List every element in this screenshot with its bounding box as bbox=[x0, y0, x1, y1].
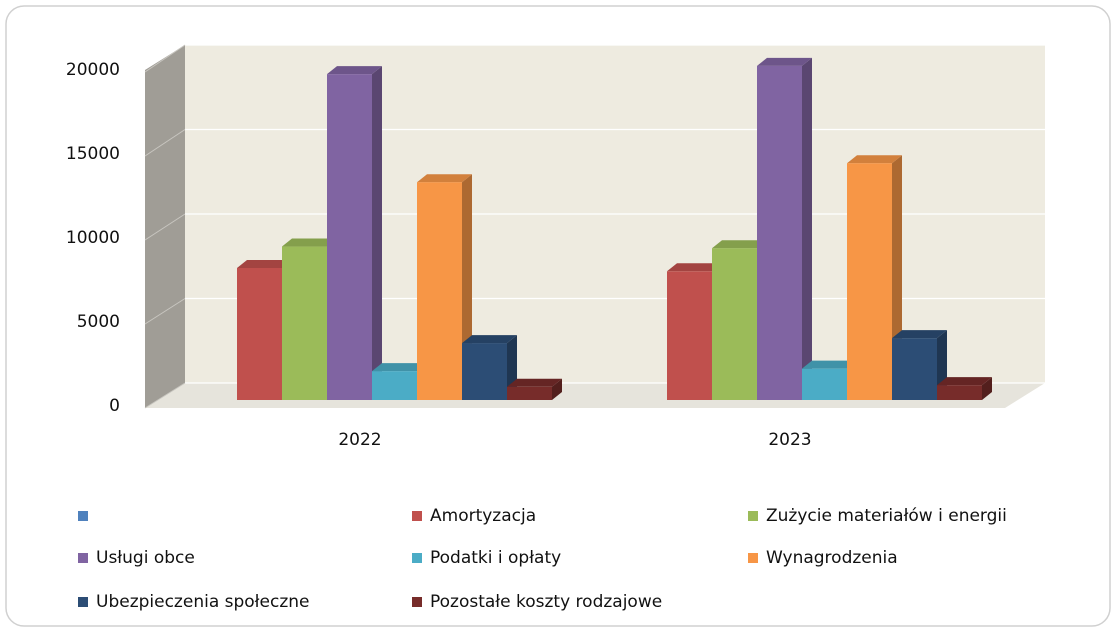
bar bbox=[802, 368, 847, 400]
bar-top bbox=[667, 263, 722, 272]
y-tick-label: 0 bbox=[109, 396, 120, 416]
legend-swatch bbox=[412, 597, 422, 607]
bar-side bbox=[552, 378, 562, 400]
bar bbox=[237, 268, 282, 400]
legend-label: Pozostałe koszty rodzajowe bbox=[430, 592, 662, 612]
bar-top bbox=[802, 360, 857, 369]
bar-side bbox=[982, 377, 992, 400]
bar bbox=[847, 163, 892, 400]
bar bbox=[757, 65, 802, 400]
bar-side bbox=[372, 66, 382, 400]
legend-label: Zużycie materiałów i energii bbox=[766, 506, 1007, 526]
bar bbox=[327, 74, 372, 400]
legend-swatch bbox=[412, 511, 422, 521]
grid-line-side bbox=[144, 382, 186, 409]
bar-top bbox=[507, 378, 562, 387]
bar-top bbox=[757, 57, 812, 66]
bar bbox=[462, 343, 507, 400]
legend-swatch bbox=[78, 597, 88, 607]
legend-label: Amortyzacja bbox=[430, 506, 536, 526]
legend-label: Wynagrodzenia bbox=[766, 548, 898, 568]
bar bbox=[507, 386, 552, 400]
y-tick-label: 10000 bbox=[66, 228, 120, 248]
legend-swatch bbox=[748, 511, 758, 521]
x-tick-label: 2022 bbox=[338, 430, 381, 450]
bar-top bbox=[712, 240, 767, 249]
bar-top bbox=[462, 335, 517, 344]
bar-top bbox=[937, 377, 992, 386]
legend-swatch bbox=[78, 511, 88, 521]
grid-line-side bbox=[144, 44, 186, 73]
bar-top bbox=[892, 330, 947, 339]
bar bbox=[892, 338, 937, 400]
bar-top bbox=[372, 363, 427, 372]
bar bbox=[372, 371, 417, 400]
bar-top bbox=[327, 66, 382, 75]
bar-side bbox=[802, 57, 812, 400]
legend-label: Ubezpieczenia społeczne bbox=[96, 592, 309, 612]
bar bbox=[417, 182, 462, 400]
legend-swatch bbox=[78, 553, 88, 563]
grid-line-side bbox=[144, 298, 186, 325]
bar-top bbox=[417, 174, 472, 183]
legend-label: Usługi obce bbox=[96, 548, 195, 568]
bar bbox=[712, 248, 757, 400]
bar bbox=[937, 385, 982, 400]
bar-top bbox=[847, 155, 902, 164]
y-tick-label: 15000 bbox=[66, 144, 120, 164]
y-tick-label: 20000 bbox=[66, 60, 120, 80]
bar bbox=[282, 246, 327, 400]
bar-top bbox=[282, 238, 337, 247]
legend-swatch bbox=[748, 553, 758, 563]
legend-label: Podatki i opłaty bbox=[430, 548, 561, 568]
bar-top bbox=[237, 260, 292, 268]
bar bbox=[667, 271, 712, 400]
x-tick-label: 2023 bbox=[768, 430, 811, 450]
grid-line-side bbox=[144, 213, 186, 241]
legend-swatch bbox=[412, 553, 422, 563]
y-tick-label: 5000 bbox=[77, 312, 120, 332]
grid-line-side bbox=[144, 129, 186, 157]
